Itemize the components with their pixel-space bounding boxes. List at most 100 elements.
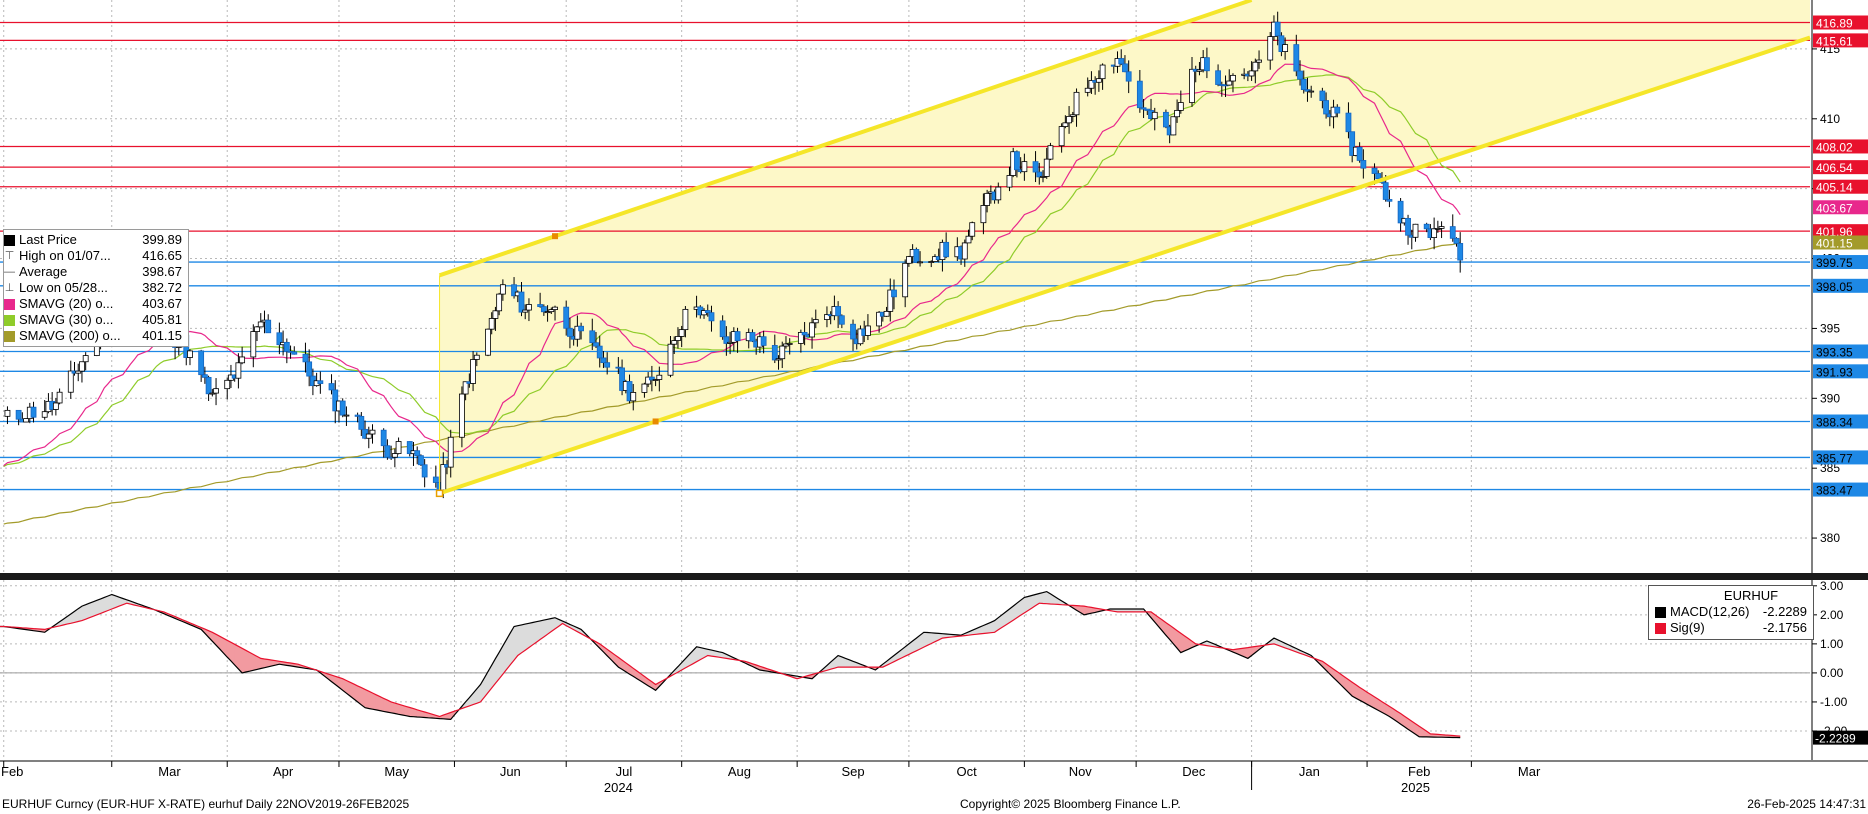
candle-up xyxy=(257,321,264,328)
macd-histogram-fill xyxy=(364,689,370,709)
level-label-text: 385.77 xyxy=(1816,451,1853,465)
candle-down xyxy=(205,376,212,395)
candle-up xyxy=(965,235,972,244)
candle-up xyxy=(809,322,815,338)
candle-up xyxy=(365,433,372,439)
level-label-box xyxy=(1813,450,1868,465)
candle-up xyxy=(1058,126,1065,147)
candle-down xyxy=(384,445,391,458)
candle-up xyxy=(1170,116,1177,136)
legend-value: 382.72 xyxy=(142,280,182,295)
legend-value: 398.67 xyxy=(142,264,182,279)
candle-up xyxy=(75,370,82,374)
legend-row: — Average 398.67 xyxy=(4,264,188,280)
candle-up xyxy=(224,379,231,390)
candle-down xyxy=(1360,160,1367,169)
candle-down xyxy=(708,312,715,322)
candle-up xyxy=(209,392,216,395)
level-label-text: 406.54 xyxy=(1816,161,1853,175)
candle-up xyxy=(917,261,923,264)
level-label-box xyxy=(1813,344,1868,359)
y-tick-label: 395 xyxy=(1820,321,1840,335)
candle-down xyxy=(1371,167,1378,174)
macd-legend-value: -2.1756 xyxy=(1762,620,1807,635)
candle-down xyxy=(943,241,950,258)
channel-anchor-point xyxy=(552,233,559,240)
candle-down xyxy=(619,367,625,391)
price-legend: Last Price 399.89 ⊤ High on 01/07... 416.65—… xyxy=(3,229,189,347)
candle-down xyxy=(1349,131,1356,156)
signal-line xyxy=(0,602,1461,737)
macd-line xyxy=(0,590,1461,739)
macd-histogram-fill xyxy=(104,595,109,613)
candle-up xyxy=(675,336,681,341)
candle-up xyxy=(82,355,89,363)
level-label-box xyxy=(1813,414,1868,429)
level-label-box xyxy=(1813,482,1868,497)
x-month-label: May xyxy=(384,764,409,779)
candle-up xyxy=(812,319,819,324)
candle-down xyxy=(734,331,741,342)
macd-histogram-fill xyxy=(107,594,113,611)
ma-label-text: 403.67 xyxy=(1816,201,1853,215)
candle-up xyxy=(775,358,782,361)
candle-up xyxy=(876,311,882,327)
candle-down xyxy=(1163,111,1169,128)
level-label-text: 399.75 xyxy=(1816,256,1853,270)
legend-row: SMAVG (200) o... 401.15 xyxy=(4,328,188,344)
panel-divider xyxy=(0,573,1868,580)
trend-channel xyxy=(435,0,1811,498)
candle-up xyxy=(496,293,503,312)
candle-up xyxy=(727,341,733,344)
candle-down xyxy=(1375,173,1382,180)
candle-down xyxy=(265,319,272,334)
candle-up xyxy=(1062,122,1069,127)
candle-down xyxy=(801,332,808,336)
candle-down xyxy=(704,310,711,314)
candle-up xyxy=(928,261,935,263)
legend-swatch: ⊥ xyxy=(4,282,15,295)
candle-up xyxy=(369,429,376,435)
candle-down xyxy=(540,306,547,313)
macd-y-tick-label: 0.00 xyxy=(1820,666,1844,680)
legend-row: SMAVG (20) o... 403.67 xyxy=(4,296,188,312)
candle-up xyxy=(1099,64,1106,80)
candle-down xyxy=(511,284,517,297)
legend-row: ⊥ Low on 05/28... 382.72 xyxy=(4,280,188,296)
candle-down xyxy=(1278,35,1285,52)
legend-swatch: — xyxy=(4,266,15,279)
candle-down xyxy=(835,306,842,317)
candle-up xyxy=(1252,61,1259,72)
legend-row: Last Price 399.89 xyxy=(4,232,188,248)
candle-down xyxy=(1405,217,1411,236)
candle-down xyxy=(1122,63,1128,73)
candle-up xyxy=(67,370,74,393)
legend-value: 403.67 xyxy=(142,296,182,311)
candle-down xyxy=(563,306,570,329)
macd-legend-title: EURHUF xyxy=(1723,588,1779,603)
candle-down xyxy=(749,332,756,342)
candle-up xyxy=(656,374,663,380)
level-label-box xyxy=(1813,224,1868,239)
candle-down xyxy=(1397,200,1404,224)
candle-up xyxy=(678,329,685,337)
macd-histogram-fill xyxy=(1042,591,1047,604)
macd-legend-value: -2.2289 xyxy=(1762,604,1807,619)
macd-last-text: -2.2289 xyxy=(1815,732,1856,746)
candle-up xyxy=(1069,114,1076,117)
candle-down xyxy=(1136,80,1143,109)
macd-y-tick-label: 1.00 xyxy=(1820,637,1844,651)
candle-down xyxy=(578,325,584,332)
candle-down xyxy=(283,341,290,352)
macd-histogram-fill xyxy=(260,658,265,669)
candle-down xyxy=(1215,70,1221,85)
candle-up xyxy=(1226,80,1233,86)
candle-up xyxy=(488,318,495,330)
macd-histogram-fill xyxy=(528,622,533,648)
candle-down xyxy=(1304,89,1311,92)
x-month-label: Apr xyxy=(273,764,294,779)
candle-up xyxy=(574,325,581,340)
candle-down xyxy=(406,441,413,455)
candle-up xyxy=(485,328,491,356)
macd-histogram-fill xyxy=(536,620,541,643)
